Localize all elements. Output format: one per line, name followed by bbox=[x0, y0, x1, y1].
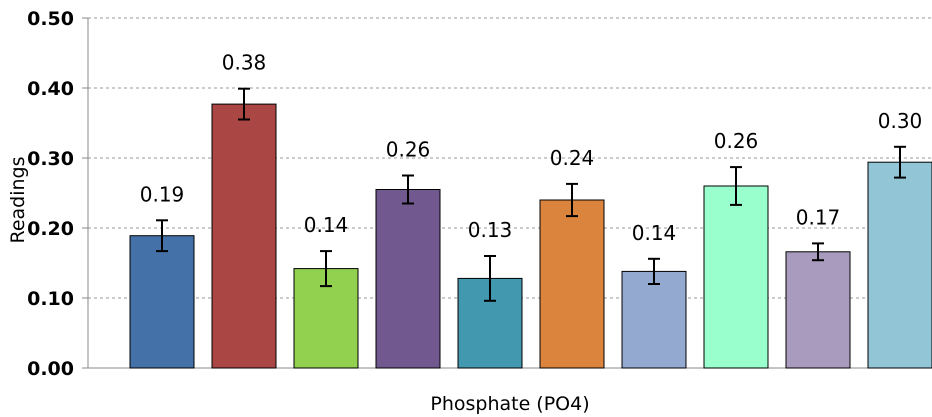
bar bbox=[703, 185, 769, 369]
bar bbox=[621, 270, 687, 369]
bar bbox=[129, 235, 195, 369]
y-axis-title: Readings bbox=[7, 156, 29, 243]
y-tick-labels: 0.00 0.10 0.20 0.30 0.40 0.50 bbox=[27, 8, 74, 380]
bars bbox=[129, 103, 932, 369]
data-label: 0.38 bbox=[222, 51, 267, 75]
data-label: 0.14 bbox=[304, 213, 349, 237]
data-label: 0.14 bbox=[632, 221, 677, 245]
error-bar bbox=[320, 250, 332, 288]
bar bbox=[539, 199, 605, 369]
error-bar bbox=[894, 145, 906, 179]
error-bar bbox=[648, 257, 660, 285]
y-tick-label: 0.10 bbox=[27, 288, 74, 310]
error-bars bbox=[156, 87, 906, 302]
y-tick-label: 0.50 bbox=[27, 8, 74, 30]
bar bbox=[867, 161, 932, 369]
error-bar bbox=[402, 174, 414, 205]
error-bar bbox=[156, 219, 168, 253]
data-label: 0.24 bbox=[550, 146, 595, 170]
data-label: 0.17 bbox=[796, 205, 841, 229]
y-tick-label: 0.00 bbox=[27, 358, 74, 380]
error-bar bbox=[238, 87, 250, 121]
data-label: 0.13 bbox=[468, 218, 513, 242]
bar bbox=[375, 189, 441, 369]
bar bbox=[785, 251, 851, 369]
data-label: 0.19 bbox=[140, 182, 185, 206]
data-label: 0.26 bbox=[386, 138, 431, 162]
data-label: 0.26 bbox=[714, 129, 759, 153]
y-tick-label: 0.20 bbox=[27, 218, 74, 240]
data-label: 0.30 bbox=[878, 109, 923, 133]
error-bar bbox=[566, 182, 578, 218]
y-tick-label: 0.40 bbox=[27, 78, 74, 100]
data-labels: 0.19 0.38 0.14 0.26 0.13 0.24 0.14 0.26 0.17 0.30 bbox=[140, 51, 923, 245]
error-bar bbox=[730, 166, 742, 206]
y-tick-label: 0.30 bbox=[27, 148, 74, 170]
error-bar bbox=[812, 242, 824, 262]
bar bbox=[211, 103, 277, 369]
x-axis-title: Phosphate (PO4) bbox=[430, 393, 589, 415]
error-bar bbox=[484, 255, 496, 302]
